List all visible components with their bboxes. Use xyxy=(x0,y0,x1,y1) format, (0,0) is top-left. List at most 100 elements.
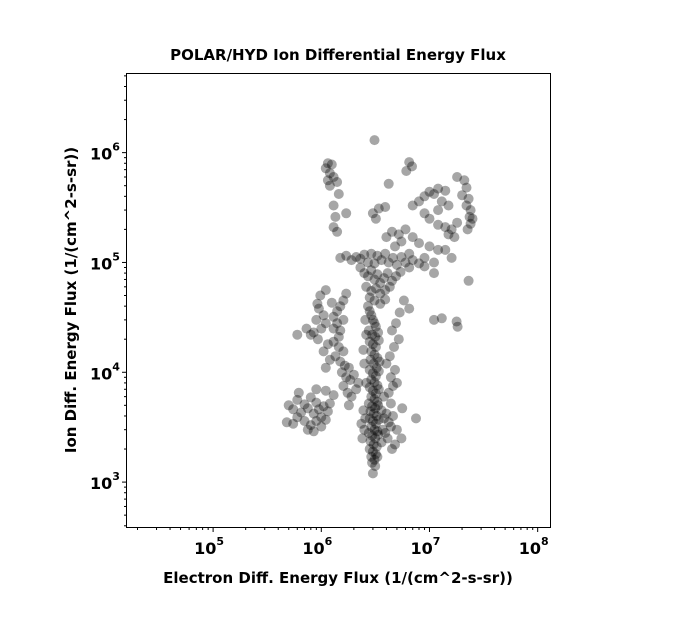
data-point xyxy=(369,424,380,435)
data-point xyxy=(373,384,384,395)
data-point xyxy=(465,218,476,229)
data-point xyxy=(299,416,310,426)
data-point xyxy=(363,398,374,409)
data-point xyxy=(443,200,454,211)
data-point xyxy=(313,303,324,314)
data-point xyxy=(311,314,322,325)
data-point xyxy=(396,236,407,247)
data-point xyxy=(322,406,333,417)
data-point xyxy=(461,200,472,211)
data-point xyxy=(328,311,339,322)
data-point xyxy=(366,265,377,276)
data-point xyxy=(363,325,374,336)
data-point xyxy=(315,290,326,301)
data-point xyxy=(356,418,367,429)
data-point xyxy=(299,399,310,410)
data-point xyxy=(400,224,411,235)
data-point xyxy=(359,249,370,260)
data-point xyxy=(316,412,327,423)
data-point xyxy=(363,428,374,438)
data-point xyxy=(364,382,375,393)
data-point xyxy=(372,269,383,280)
y-tick-label: 104 xyxy=(90,360,120,383)
data-point xyxy=(390,439,400,450)
x-axis-label: Electron Diff. Energy Flux (1/(cm^2-s-sr… xyxy=(163,569,513,587)
y-axis-ticks: 103 104 105 106 xyxy=(90,75,127,527)
y-tick-label: 105 xyxy=(90,250,120,273)
data-point xyxy=(429,189,439,199)
data-point xyxy=(370,371,381,382)
data-point xyxy=(370,342,381,352)
data-point xyxy=(372,451,383,462)
x-tick-label: 105 xyxy=(194,535,224,558)
data-point xyxy=(320,285,331,296)
data-point xyxy=(429,268,439,279)
data-point xyxy=(370,283,381,294)
data-point xyxy=(411,413,421,424)
data-point xyxy=(332,318,343,329)
data-point xyxy=(308,327,319,338)
data-point xyxy=(324,168,335,179)
data-point xyxy=(369,318,380,329)
data-point xyxy=(311,397,322,408)
data-point xyxy=(366,374,377,385)
data-point xyxy=(372,380,383,391)
data-point xyxy=(336,367,347,378)
data-point xyxy=(380,202,391,212)
data-point xyxy=(365,436,376,447)
data-point xyxy=(449,232,460,243)
data-point xyxy=(367,401,378,412)
data-point xyxy=(380,285,391,296)
data-point xyxy=(467,213,478,224)
data-point xyxy=(463,275,474,286)
x-tick-label: 108 xyxy=(519,535,549,558)
data-point xyxy=(370,418,381,429)
data-point xyxy=(407,200,418,211)
data-point xyxy=(366,391,377,402)
data-point xyxy=(383,257,394,268)
data-point xyxy=(380,294,391,305)
data-point xyxy=(436,313,447,324)
data-point xyxy=(328,323,339,334)
data-point xyxy=(383,387,394,398)
data-point xyxy=(463,193,474,204)
data-point xyxy=(391,424,402,435)
data-point xyxy=(391,271,401,282)
data-point xyxy=(366,310,377,321)
data-point xyxy=(320,414,331,425)
data-point xyxy=(312,298,323,309)
data-point xyxy=(433,183,444,194)
data-point xyxy=(351,384,362,395)
data-point xyxy=(433,219,444,230)
data-point xyxy=(367,416,378,426)
data-point xyxy=(369,274,380,285)
data-point xyxy=(359,268,370,279)
data-point xyxy=(363,257,373,268)
data-point xyxy=(364,444,375,454)
data-point xyxy=(338,295,349,306)
data-point xyxy=(367,368,378,379)
data-point xyxy=(332,226,343,237)
data-point xyxy=(393,334,404,345)
data-point xyxy=(341,250,352,261)
data-point xyxy=(364,306,375,317)
data-point xyxy=(369,394,380,405)
data-point xyxy=(383,417,394,428)
data-point xyxy=(387,275,397,286)
data-point xyxy=(459,175,470,186)
data-point xyxy=(322,175,333,186)
data-point xyxy=(462,224,473,235)
data-point xyxy=(335,301,346,312)
data-point xyxy=(367,457,378,468)
data-point xyxy=(369,349,380,360)
data-point xyxy=(341,288,352,299)
data-point xyxy=(367,446,378,457)
data-point xyxy=(388,381,398,391)
data-point xyxy=(381,408,392,419)
data-point xyxy=(364,336,375,347)
data-point xyxy=(318,310,329,321)
data-point xyxy=(312,334,323,345)
data-point xyxy=(385,421,396,432)
data-point xyxy=(361,377,372,388)
data-point xyxy=(320,163,331,174)
